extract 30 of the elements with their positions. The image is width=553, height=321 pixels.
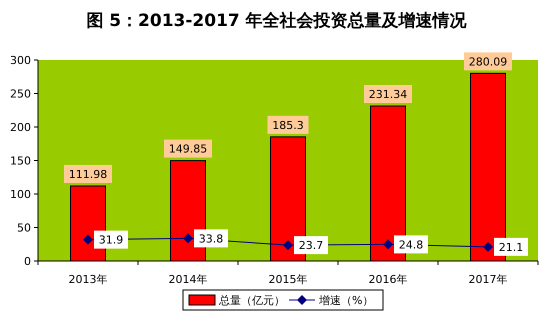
point [83, 234, 93, 245]
point [383, 239, 393, 250]
point [283, 240, 293, 250]
legend-label: 增速（%） [318, 294, 374, 307]
x-tick-label: 2016年 [368, 273, 408, 286]
data-label: 149.85 [168, 142, 208, 156]
y-tick-label: 150 [10, 154, 31, 168]
data-label: 21.1 [498, 240, 524, 254]
y-tick-label: 200 [10, 121, 31, 134]
data-label: 111.98 [68, 168, 108, 181]
data-label: 231.34 [368, 88, 408, 101]
chart-title: 图 5：2013-2017 年全社会投资总量及增速情况 [86, 11, 468, 31]
data-label: 33.8 [198, 232, 224, 246]
data-label: 24.8 [398, 238, 424, 252]
y-tick-label: 0 [24, 255, 31, 268]
legend-label: 总量（亿元） [218, 294, 285, 307]
data-label: 23.7 [298, 239, 324, 252]
y-tick-label: 100 [10, 188, 31, 201]
y-tick-label: 300 [10, 54, 31, 67]
x-tick-label: 2015年 [268, 273, 308, 286]
x-tick-label: 2014年 [168, 273, 208, 286]
data-label: 185.3 [272, 118, 304, 132]
x-tick-label: 2013年 [68, 273, 108, 286]
y-tick-label: 50 [17, 222, 31, 234]
data-label: 280.09 [468, 55, 508, 68]
point [483, 242, 493, 252]
data-label: 31.9 [98, 234, 124, 247]
y-tick-label: 250 [10, 88, 31, 100]
point [183, 233, 193, 244]
x-tick-label: 2017年 [468, 273, 508, 286]
